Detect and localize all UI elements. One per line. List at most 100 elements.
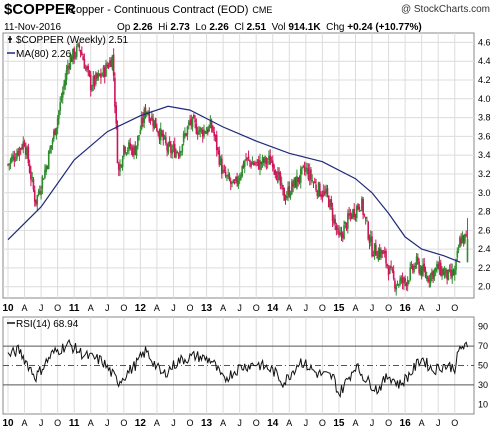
candle-body <box>381 250 384 254</box>
candle-body <box>292 183 294 187</box>
candle-body <box>349 213 352 215</box>
candle-body <box>213 132 215 136</box>
candle-body <box>464 233 466 243</box>
candle-body <box>373 243 376 255</box>
candle-body <box>14 159 17 161</box>
ma-line <box>7 105 461 263</box>
candle-body <box>133 145 135 155</box>
candle-body <box>445 268 447 274</box>
high-value: 2.73 <box>170 22 190 33</box>
candle-body <box>41 176 44 189</box>
candle-body <box>415 256 418 265</box>
change-label: Chg <box>326 22 345 33</box>
x-tick-label: 11 <box>69 303 80 314</box>
candle-body <box>251 162 254 165</box>
candle-body <box>212 126 214 132</box>
y-tick-label: 2.4 <box>478 244 491 254</box>
x-tick-label: O <box>120 418 127 428</box>
candle-body <box>456 250 459 258</box>
candle-body <box>237 180 240 186</box>
candle-body <box>411 265 414 271</box>
candle-body <box>158 133 161 140</box>
candle-body <box>343 225 345 240</box>
candle-body <box>324 192 326 194</box>
candle-body <box>233 182 236 184</box>
candle-body <box>459 237 461 248</box>
candle-body <box>417 257 419 262</box>
candle-body <box>53 130 55 140</box>
x-tick-label: 13 <box>201 303 213 314</box>
candle-body <box>409 267 412 280</box>
x-tick-label: 11 <box>69 418 80 429</box>
x-tick-label: O <box>319 303 326 313</box>
x-tick-label: 15 <box>333 303 345 314</box>
x-tick-label: 15 <box>333 418 345 429</box>
candle-body <box>414 266 417 268</box>
candle-body <box>424 270 427 277</box>
candle-body <box>410 263 413 267</box>
candle-body <box>403 277 405 284</box>
candle-body <box>396 283 399 285</box>
candle-body <box>207 128 209 133</box>
candle-body <box>273 165 275 169</box>
candle-body <box>204 131 207 133</box>
candle-body <box>187 122 190 125</box>
candle-body <box>128 142 130 150</box>
y-tick-label: 2.0 <box>478 282 491 292</box>
candle-body <box>330 199 333 207</box>
candle-body <box>137 135 139 147</box>
candle-body <box>279 172 282 186</box>
candle-body <box>194 119 196 123</box>
candle-body <box>278 172 280 175</box>
candle-body <box>144 107 147 115</box>
candle-body <box>56 118 59 129</box>
x-tick-label: A <box>88 303 94 313</box>
open-value: 2.26 <box>133 22 153 33</box>
candle-body <box>27 146 30 164</box>
candle-body <box>348 213 350 216</box>
candle-body <box>167 143 170 153</box>
candle-body <box>246 157 249 160</box>
x-tick-label: J <box>105 303 110 313</box>
y-tick-label: 3.4 <box>478 150 491 160</box>
candle-body <box>355 206 358 219</box>
candle-body <box>277 171 279 183</box>
candle-body <box>436 263 438 268</box>
candle-body <box>263 158 265 164</box>
candle-body <box>325 189 328 194</box>
rsi-tick-label: 70 <box>478 341 488 351</box>
candle-body <box>151 116 153 121</box>
x-tick-label: 14 <box>267 303 279 314</box>
x-tick-label: J <box>105 418 110 428</box>
candle-body <box>259 159 261 170</box>
candle-body <box>376 256 378 259</box>
x-tick-label: 14 <box>267 418 279 429</box>
candle-body <box>23 142 26 147</box>
x-tick-label: A <box>419 418 425 428</box>
candle-body <box>240 174 242 180</box>
candle-body <box>353 208 356 218</box>
candle-body <box>201 129 204 137</box>
candle-body <box>175 150 177 158</box>
candle-body <box>447 269 450 281</box>
candle-body <box>322 190 325 196</box>
candle-body <box>386 264 389 266</box>
candle-body <box>91 86 93 91</box>
candle-body <box>387 268 390 276</box>
candle-body <box>461 236 464 243</box>
x-tick-label: O <box>451 418 458 428</box>
candle-body <box>224 171 227 177</box>
x-tick-label: O <box>54 418 61 428</box>
candle-body <box>170 144 172 153</box>
candle-body <box>166 144 168 151</box>
candle-body <box>303 167 306 171</box>
candle-body <box>389 265 391 274</box>
candle-body <box>358 206 361 210</box>
candle-body <box>217 148 219 150</box>
chart-subtitle: Copper - Continuous Contract (EOD) CME <box>68 4 272 16</box>
candle-body <box>361 198 363 211</box>
candle-body <box>47 151 50 170</box>
candle-body <box>149 119 152 121</box>
candle-body <box>93 75 96 85</box>
